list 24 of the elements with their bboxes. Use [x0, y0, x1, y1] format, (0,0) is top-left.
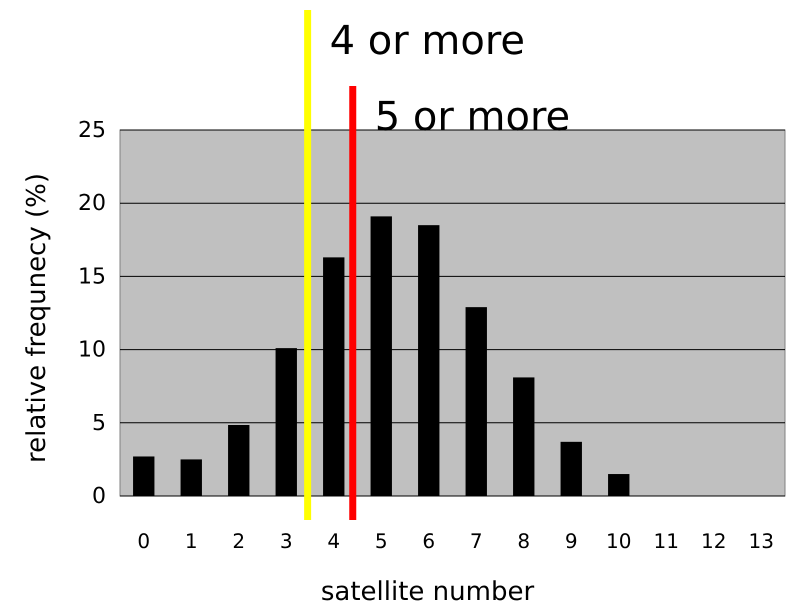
x-tick-label: 1 — [184, 529, 198, 554]
x-tick-label: 12 — [701, 529, 726, 554]
x-tick-label: 13 — [748, 529, 774, 554]
x-tick-label: 3 — [280, 529, 293, 554]
x-tick-label: 4 — [327, 529, 340, 554]
x-tick-label: 0 — [137, 529, 150, 554]
y-tick-label: 10 — [78, 338, 106, 363]
y-tick-label: 0 — [92, 484, 106, 510]
x-tick-label: 6 — [422, 529, 436, 554]
y-tick-label: 15 — [78, 264, 106, 290]
y-tick-label: 5 — [92, 410, 106, 436]
x-axis-title: satellite number — [320, 577, 534, 607]
y-tick-label: 25 — [78, 118, 106, 144]
ref-line-label: 5 or more — [374, 94, 570, 140]
x-tick-label: 7 — [470, 529, 483, 554]
x-tick-label: 2 — [232, 529, 246, 554]
x-tick-label: 5 — [374, 529, 388, 554]
y-axis-title: relative frequnecy (%) — [22, 173, 52, 463]
x-tick-label: 9 — [564, 529, 578, 554]
x-tick-label: 11 — [654, 529, 679, 554]
y-tick-label: 20 — [78, 191, 106, 216]
ref-line-label: 4 or more — [330, 18, 526, 64]
x-tick-label: 8 — [517, 529, 530, 554]
x-tick-label: 10 — [606, 529, 632, 554]
